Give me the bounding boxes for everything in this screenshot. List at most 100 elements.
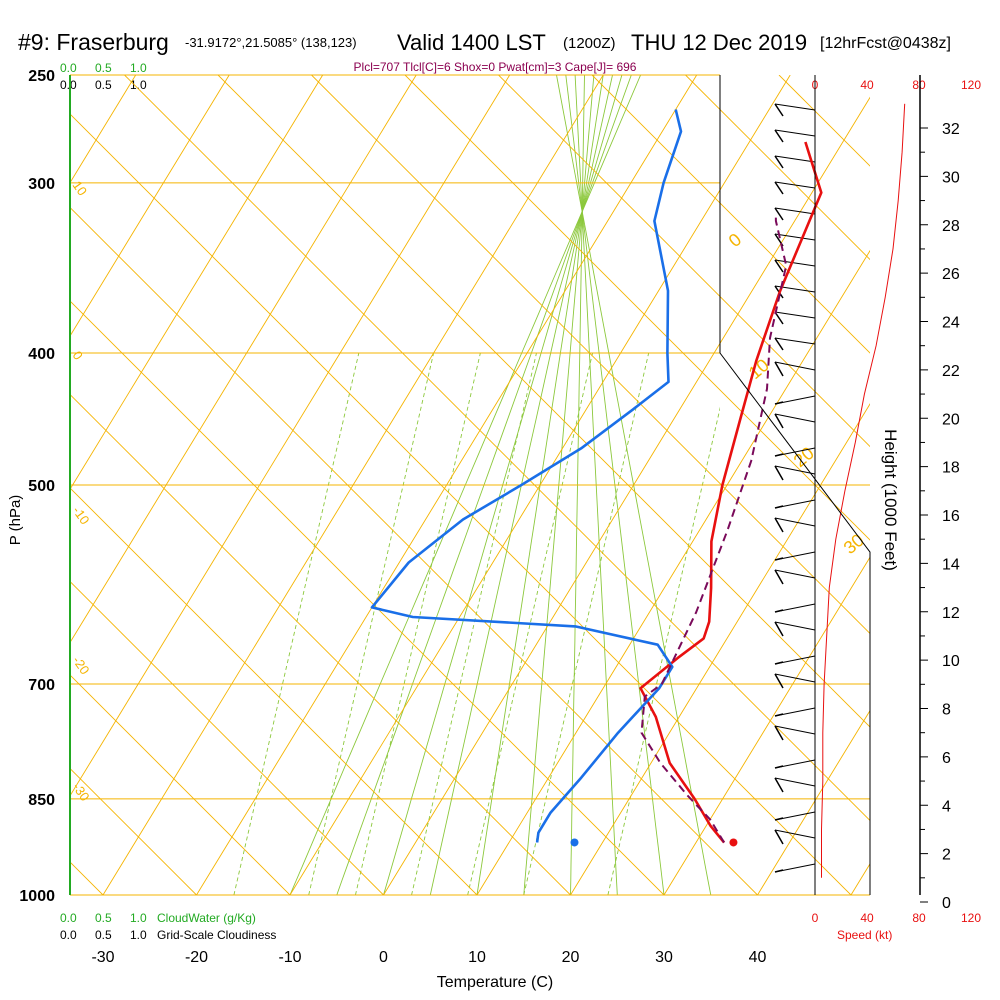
cloud-scale-bottom-green: 0.5 [95, 911, 112, 925]
speed-tick-top: 80 [912, 78, 926, 92]
moist-adiabat-line [574, 75, 618, 895]
moist-adiabat-line [476, 75, 604, 895]
temperature-surface-point [729, 838, 738, 847]
wind-barb-shaft [774, 829, 816, 839]
speed-tick-bottom: 80 [912, 911, 926, 925]
mixing-ratio-lines: 1 2 3 5 8 12 20 [233, 352, 720, 914]
pressure-tick-label: 250 [28, 68, 55, 85]
wind-barb-flag [774, 337, 784, 351]
wind-barb-flag [774, 777, 784, 793]
valid-zulu: (1200Z) [563, 35, 616, 52]
moist-adiabat-line [383, 75, 623, 895]
temperature-line [639, 141, 823, 844]
wind-barb-flag [774, 661, 784, 665]
mixing-ratio-line [308, 352, 435, 895]
temperature-tick-label: -10 [278, 949, 301, 966]
dry-adiabat-line [591, 75, 870, 354]
wind-barb-flag [774, 673, 784, 689]
height-axis-label: Height (1000 Feet) [881, 429, 900, 571]
wind-barb-flag [774, 557, 784, 561]
height-tick-label: 24 [942, 315, 960, 332]
wind-barb-shaft [774, 259, 816, 267]
dry-adiabat-label: 0 [725, 229, 746, 251]
cloud-scale-bottom-black: 1.0 [130, 928, 147, 942]
speed-label: Speed (kt) [837, 928, 892, 942]
wind-barb-flag [774, 517, 784, 533]
moist-adiabat-line [556, 75, 712, 895]
moist-adiabat-line [565, 75, 665, 895]
dry-adiabat-label: 20 [790, 443, 818, 471]
moist-adiabats [289, 75, 712, 895]
height-tick-label: 32 [942, 121, 960, 138]
dewpoint-surface-point [570, 838, 579, 847]
wind-barb-shaft [774, 233, 816, 241]
height-tick-label: 30 [942, 169, 960, 186]
temperature-tick-label: 20 [562, 949, 580, 966]
cloud-scale-top-green: 1.0 [130, 61, 147, 75]
temperature-tick-label: 30 [655, 949, 673, 966]
pressure-tick-label: 300 [28, 176, 55, 193]
cloud-scale-top-black: 0.0 [60, 78, 77, 92]
wind-barb-shaft [774, 413, 816, 423]
wind-barb-flag [774, 569, 784, 585]
parcel-line [640, 213, 788, 844]
speed-scale: 0 40 80 120 0 40 80 120 Speed (kt) [812, 78, 982, 942]
mixing-ratio-label: 5 [416, 900, 431, 914]
height-tick-label: 6 [942, 750, 951, 767]
wind-barb-shaft [774, 725, 816, 735]
height-tick-label: 28 [942, 218, 960, 235]
dry-adiabat-line [70, 580, 384, 895]
isotherm-line [70, 75, 230, 337]
wind-barb-flag [774, 505, 784, 509]
mixing-ratio-line [607, 406, 720, 895]
dry-adiabat-line [498, 75, 870, 448]
sounding-series [370, 109, 823, 847]
isotherm-label: -30 [70, 780, 93, 804]
wind-barb-shaft [774, 181, 816, 189]
temperature-tick-label: -20 [185, 949, 208, 966]
wind-barb-shaft [774, 155, 816, 163]
x-axis-label: Temperature (C) [437, 974, 553, 991]
height-tick-label: 26 [942, 266, 960, 283]
height-tick-label: 18 [942, 460, 960, 477]
wind-barb-flag [774, 129, 784, 143]
wind-barb-flag [774, 621, 784, 637]
mixing-ratio-label: 8 [479, 900, 494, 914]
wind-barb-shaft [774, 621, 816, 631]
wind-barb-shaft [774, 337, 816, 345]
wind-barb-flag [774, 155, 784, 169]
moist-adiabat-line [336, 75, 632, 895]
temperature-tick-label: 40 [749, 949, 767, 966]
wind-barb-shaft [774, 129, 816, 137]
height-tick-label: 14 [942, 556, 960, 573]
height-tick-label: 10 [942, 653, 960, 670]
speed-tick-top: 120 [961, 78, 981, 92]
speed-tick-bottom: 0 [812, 911, 819, 925]
station-title: #9: Fraserburg [18, 29, 169, 55]
temperature-tick-label: -30 [91, 949, 114, 966]
mixing-ratio-line [233, 352, 360, 895]
isobars [70, 74, 870, 896]
dry-adiabat-line [70, 487, 478, 895]
wind-barb-shaft [774, 103, 816, 111]
mixing-ratio-label: 20 [611, 894, 630, 913]
height-tick-label: 0 [942, 895, 951, 912]
wind-barbs [774, 103, 816, 873]
wind-barb-shaft [774, 207, 816, 215]
cloud-scale-bottom-black: 0.5 [95, 928, 112, 942]
moist-adiabat-line [523, 75, 595, 895]
plot-boundary [719, 75, 871, 895]
cloud-scale-top-green: 0.5 [95, 61, 112, 75]
wind-barb-flag [774, 465, 784, 481]
isotherm-label: 10 [70, 178, 91, 198]
wind-barb-flag [774, 361, 784, 377]
cloud-scale-bottom: 0.0 0.5 1.0 CloudWater (g/Kg) 0.0 0.5 1.… [60, 911, 276, 942]
cloud-scale-top-green: 0.0 [60, 61, 77, 75]
dry-adiabat-line [70, 674, 291, 895]
height-tick-label: 4 [942, 798, 951, 815]
isotherm-line [945, 75, 1000, 895]
sounding-parameters: Plcl=707 Tlcl[C]=6 Shox=0 Pwat[cm]=3 Cap… [354, 60, 637, 74]
station-location: -31.9172°,21.5085° (138,123) [185, 35, 357, 50]
